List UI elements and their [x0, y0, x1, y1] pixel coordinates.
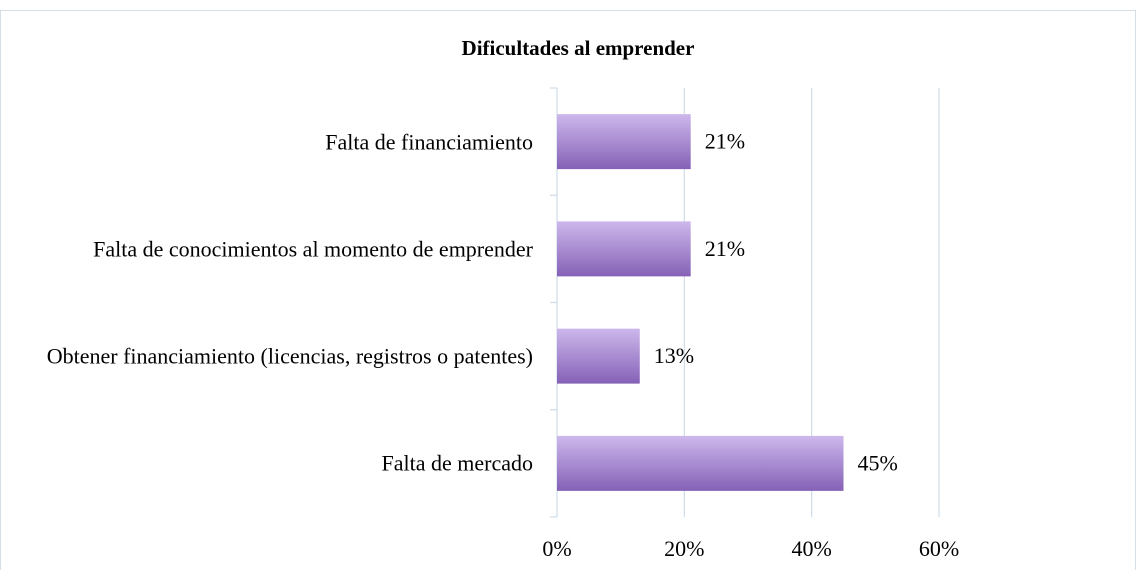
y-tick-label: Falta de mercado [3, 450, 534, 477]
bar [557, 435, 844, 491]
x-tick-label: 40% [792, 536, 832, 561]
data-label: 45% [858, 450, 898, 475]
y-tick-label: Falta de conocimientos al momento de emp… [3, 235, 533, 262]
chart-title: Dificultades al emprender [462, 36, 695, 60]
data-label: 13% [654, 343, 694, 368]
y-tick-label-text: Falta de financiamiento [325, 129, 533, 155]
y-tick-label-text: Obtener financiamiento (licencias, regis… [46, 343, 533, 369]
x-tick-label: 20% [664, 536, 704, 561]
x-tick-label: 60% [919, 536, 959, 561]
chart-border [0, 10, 1136, 570]
bar [557, 221, 691, 277]
y-tick-label: Falta de financiamiento [3, 128, 533, 155]
data-label: 21% [705, 129, 745, 154]
y-tick-label-text: Falta de conocimientos al momento de emp… [93, 236, 533, 262]
data-label: 21% [705, 236, 745, 261]
y-tick-label-text: Falta de mercado [381, 450, 534, 476]
bar [557, 114, 691, 170]
bar [557, 328, 640, 384]
y-tick-label: Obtener financiamiento (licencias, regis… [3, 343, 533, 370]
x-tick-label: 0% [542, 536, 571, 561]
